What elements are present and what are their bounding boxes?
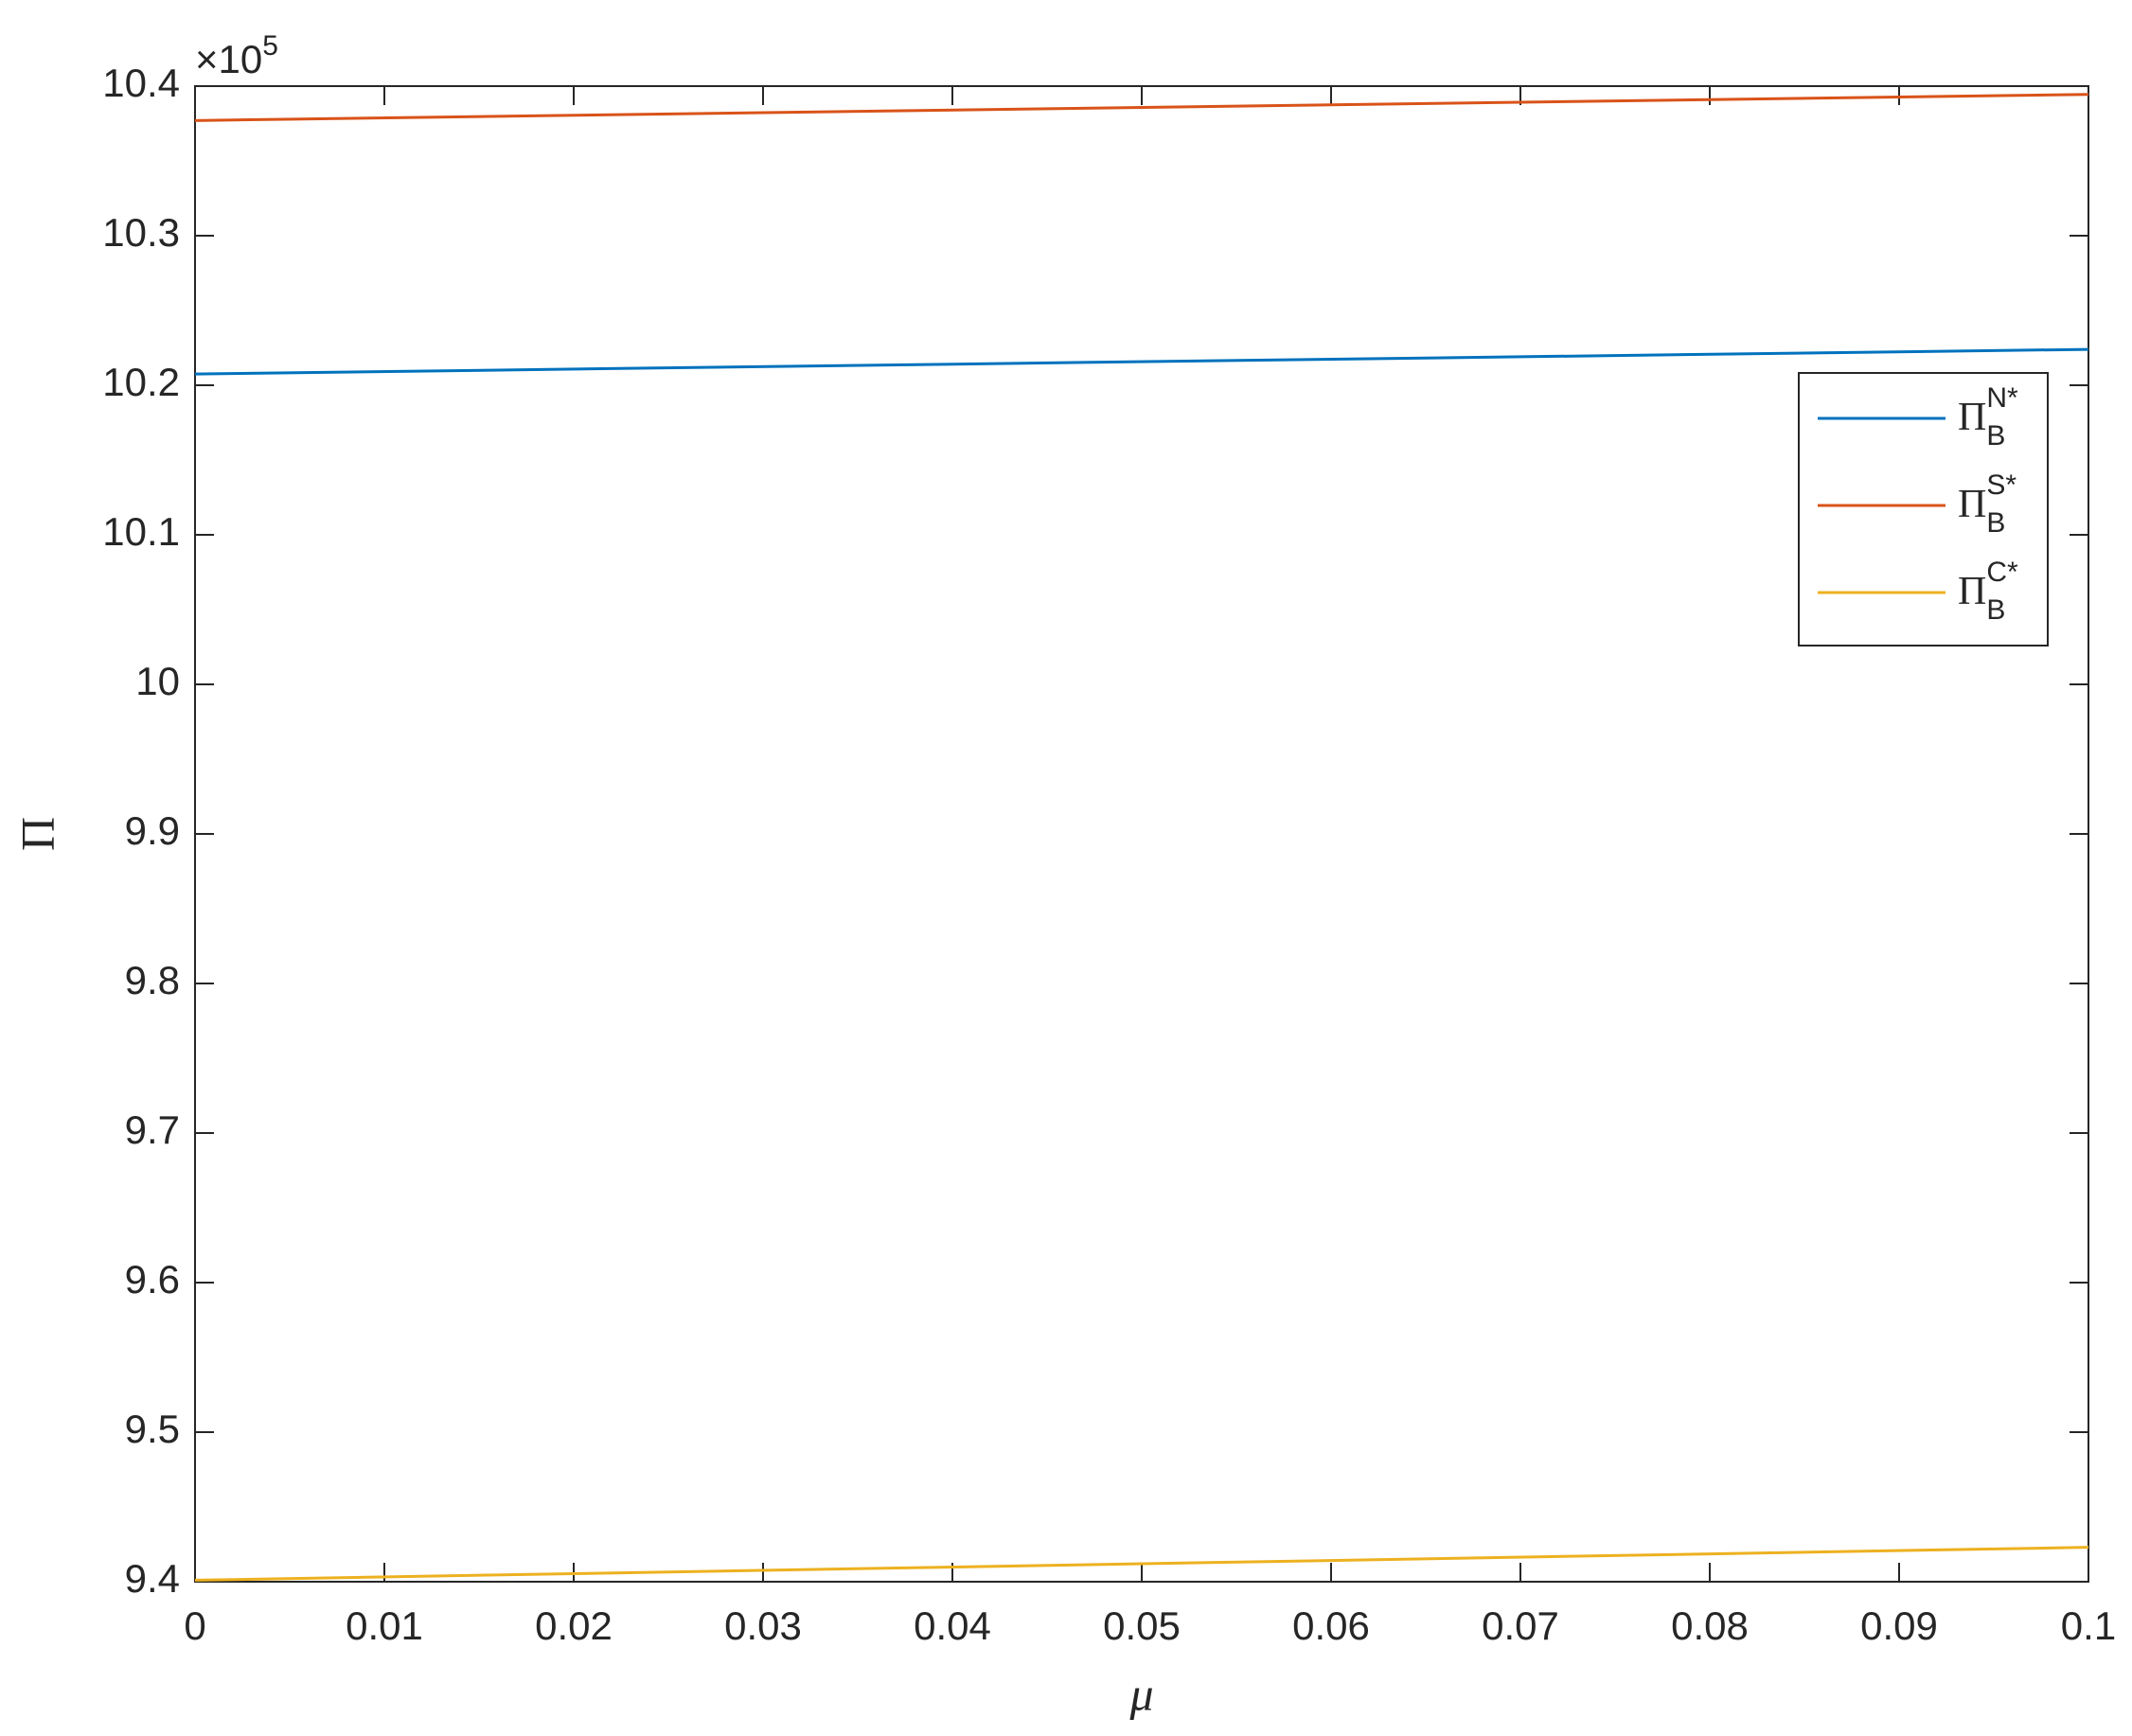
legend-subscript: B bbox=[1986, 507, 2005, 539]
x-tick-label: 0.03 bbox=[724, 1603, 802, 1648]
y-tick-label: 10.4 bbox=[102, 61, 180, 105]
legend-superscript: N* bbox=[1986, 382, 2018, 414]
x-tick-label: 0 bbox=[184, 1603, 205, 1648]
y-tick-label: 9.8 bbox=[125, 958, 180, 1002]
legend-label: ΠB C* bbox=[1958, 557, 2018, 626]
legend-superscript: C* bbox=[1986, 557, 2018, 588]
plot-frame bbox=[194, 85, 2089, 1583]
y-exponent: ×105 bbox=[195, 30, 278, 81]
x-tick-label: 0.02 bbox=[535, 1603, 613, 1648]
y-tick-label: 10.3 bbox=[102, 210, 180, 255]
y-tick-label: 9.4 bbox=[125, 1556, 180, 1601]
y-axis-title: Π bbox=[10, 817, 63, 851]
x-tick-label: 0.04 bbox=[914, 1603, 991, 1648]
x-tick-label: 0.06 bbox=[1292, 1603, 1370, 1648]
legend-box bbox=[1798, 372, 2049, 647]
y-tick-label: 10.1 bbox=[102, 509, 180, 554]
legend-name: Π bbox=[1958, 570, 1986, 613]
y-tick-label: 9.7 bbox=[125, 1107, 180, 1152]
legend-label: ΠB S* bbox=[1958, 469, 2017, 539]
y-tick-label: 10 bbox=[135, 659, 180, 703]
series-line bbox=[194, 93, 2089, 122]
legend-superscript: S* bbox=[1986, 469, 2017, 501]
series-line bbox=[194, 1546, 2089, 1582]
x-tick-label: 0.08 bbox=[1671, 1603, 1749, 1648]
x-tick-label: 0.01 bbox=[346, 1603, 423, 1648]
x-tick-label: 0.09 bbox=[1860, 1603, 1938, 1648]
x-tick-label: 0.1 bbox=[2061, 1603, 2116, 1648]
x-axis-title: μ bbox=[1128, 1667, 1153, 1720]
y-tick-label: 9.6 bbox=[125, 1257, 180, 1302]
y-tick-label: 10.2 bbox=[102, 360, 180, 404]
legend-label: ΠB N* bbox=[1958, 382, 2018, 452]
legend-name: Π bbox=[1958, 396, 1986, 439]
x-tick-label: 0.05 bbox=[1103, 1603, 1181, 1648]
y-tick-label: 9.5 bbox=[125, 1407, 180, 1451]
legend-subscript: B bbox=[1986, 594, 2005, 626]
y-tick-label: 9.9 bbox=[125, 808, 180, 853]
series-line bbox=[194, 347, 2089, 376]
exponent-power: 5 bbox=[262, 30, 278, 62]
x-tick-label: 0.07 bbox=[1482, 1603, 1559, 1648]
legend-name: Π bbox=[1958, 483, 1986, 526]
legend-subscript: B bbox=[1986, 420, 2005, 452]
exponent-base: ×10 bbox=[195, 37, 262, 81]
